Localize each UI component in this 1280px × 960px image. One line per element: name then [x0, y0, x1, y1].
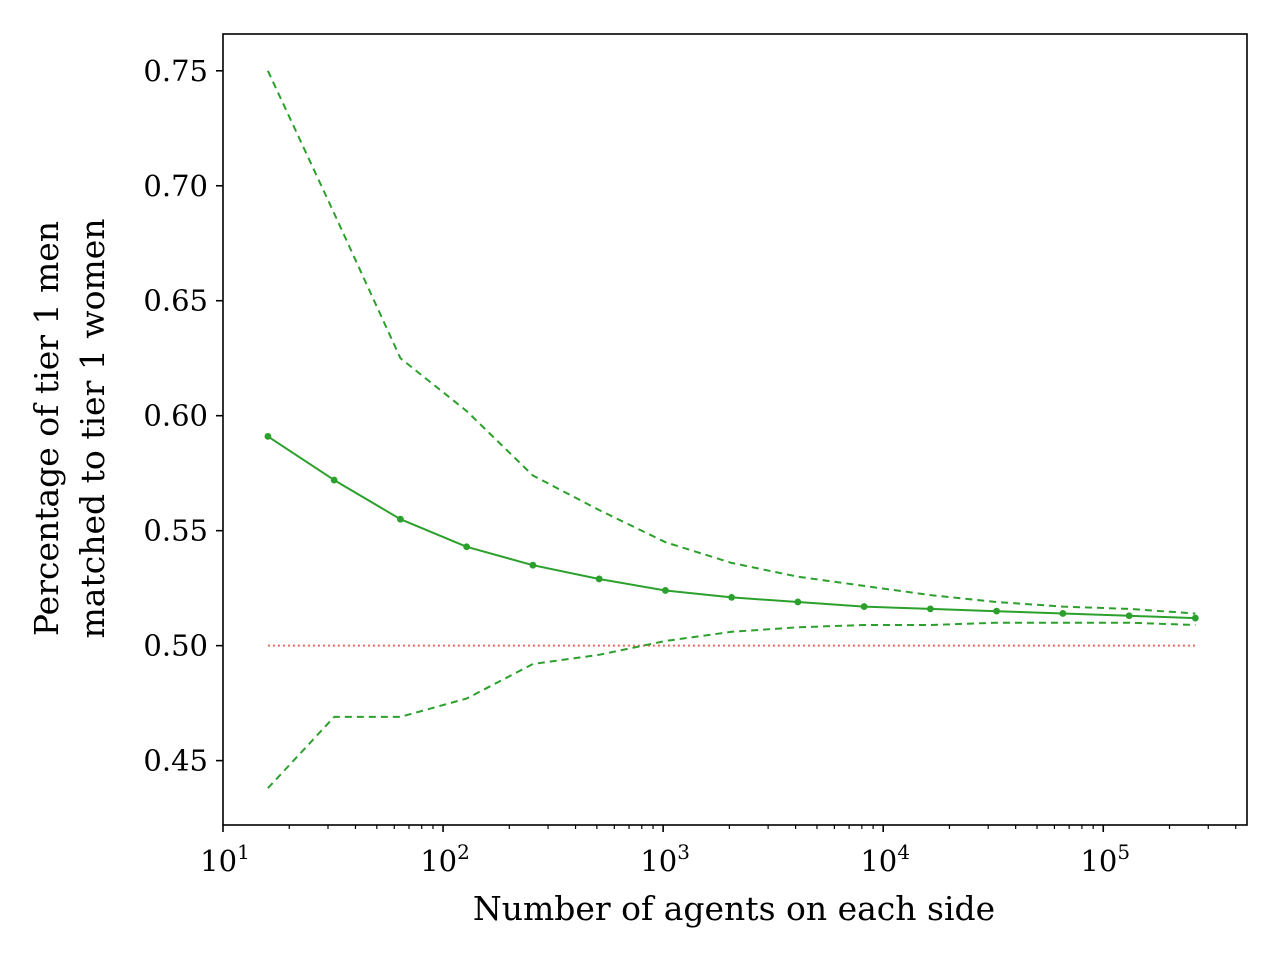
data-point-mean: [794, 598, 802, 606]
x-tick-base: 10: [860, 844, 897, 878]
x-tick-label: 104: [860, 840, 910, 878]
y-axis-title-line-2: matched to tier 1 women: [73, 218, 112, 638]
y-tick-label: 0.60: [143, 399, 208, 433]
data-point-mean: [397, 515, 404, 523]
x-tick-exponent: 4: [897, 840, 910, 864]
data-point-mean: [595, 575, 603, 583]
data-point-mean: [1125, 612, 1133, 620]
x-axis-title: Number of agents on each side: [473, 889, 995, 928]
x-tick-base: 10: [1080, 844, 1117, 878]
x-tick-label: 102: [420, 840, 470, 878]
y-axis: 0.45 0.50 0.55 0.60 0.65 0.70 0.75: [143, 54, 223, 778]
series-line-upper: [266, 70, 1196, 615]
data-point-mean: [728, 593, 736, 601]
y-tick-label: 0.45: [143, 744, 208, 778]
x-tick-exponent: 2: [457, 840, 470, 864]
plot-frame: [222, 33, 1248, 826]
plot-content: [264, 70, 1199, 789]
y-axis-title-line-1: Percentage of tier 1 men: [27, 221, 66, 636]
x-tick-exponent: 1: [237, 840, 250, 864]
x-tick-exponent: 3: [677, 840, 690, 864]
x-tick-base: 10: [640, 844, 677, 878]
x-tick-base: 10: [200, 844, 237, 878]
y-tick-label: 0.55: [143, 514, 208, 548]
data-point-mean: [1191, 614, 1199, 622]
data-point-mean: [529, 561, 537, 569]
y-tick-label: 0.70: [143, 169, 208, 203]
y-tick-label: 0.75: [143, 54, 208, 88]
y-tick-label: 0.65: [143, 284, 208, 318]
y-tick-label: 0.50: [143, 629, 208, 663]
x-axis: 101 102 103 104 105: [200, 825, 1237, 878]
data-point-mean: [264, 432, 272, 440]
x-tick-label: 105: [1080, 840, 1130, 878]
x-tick-label: 101: [200, 840, 250, 878]
data-point-mean: [330, 476, 338, 484]
data-point-mean: [463, 543, 471, 551]
data-point-mean: [1059, 610, 1067, 617]
x-tick-base: 10: [420, 844, 457, 878]
data-point-mean: [860, 603, 868, 610]
data-point-mean: [926, 605, 934, 613]
series-line-lower: [267, 621, 1196, 789]
data-point-mean: [661, 587, 669, 594]
x-tick-label: 103: [640, 840, 690, 878]
x-tick-exponent: 5: [1117, 840, 1130, 864]
data-point-mean: [993, 607, 1001, 615]
